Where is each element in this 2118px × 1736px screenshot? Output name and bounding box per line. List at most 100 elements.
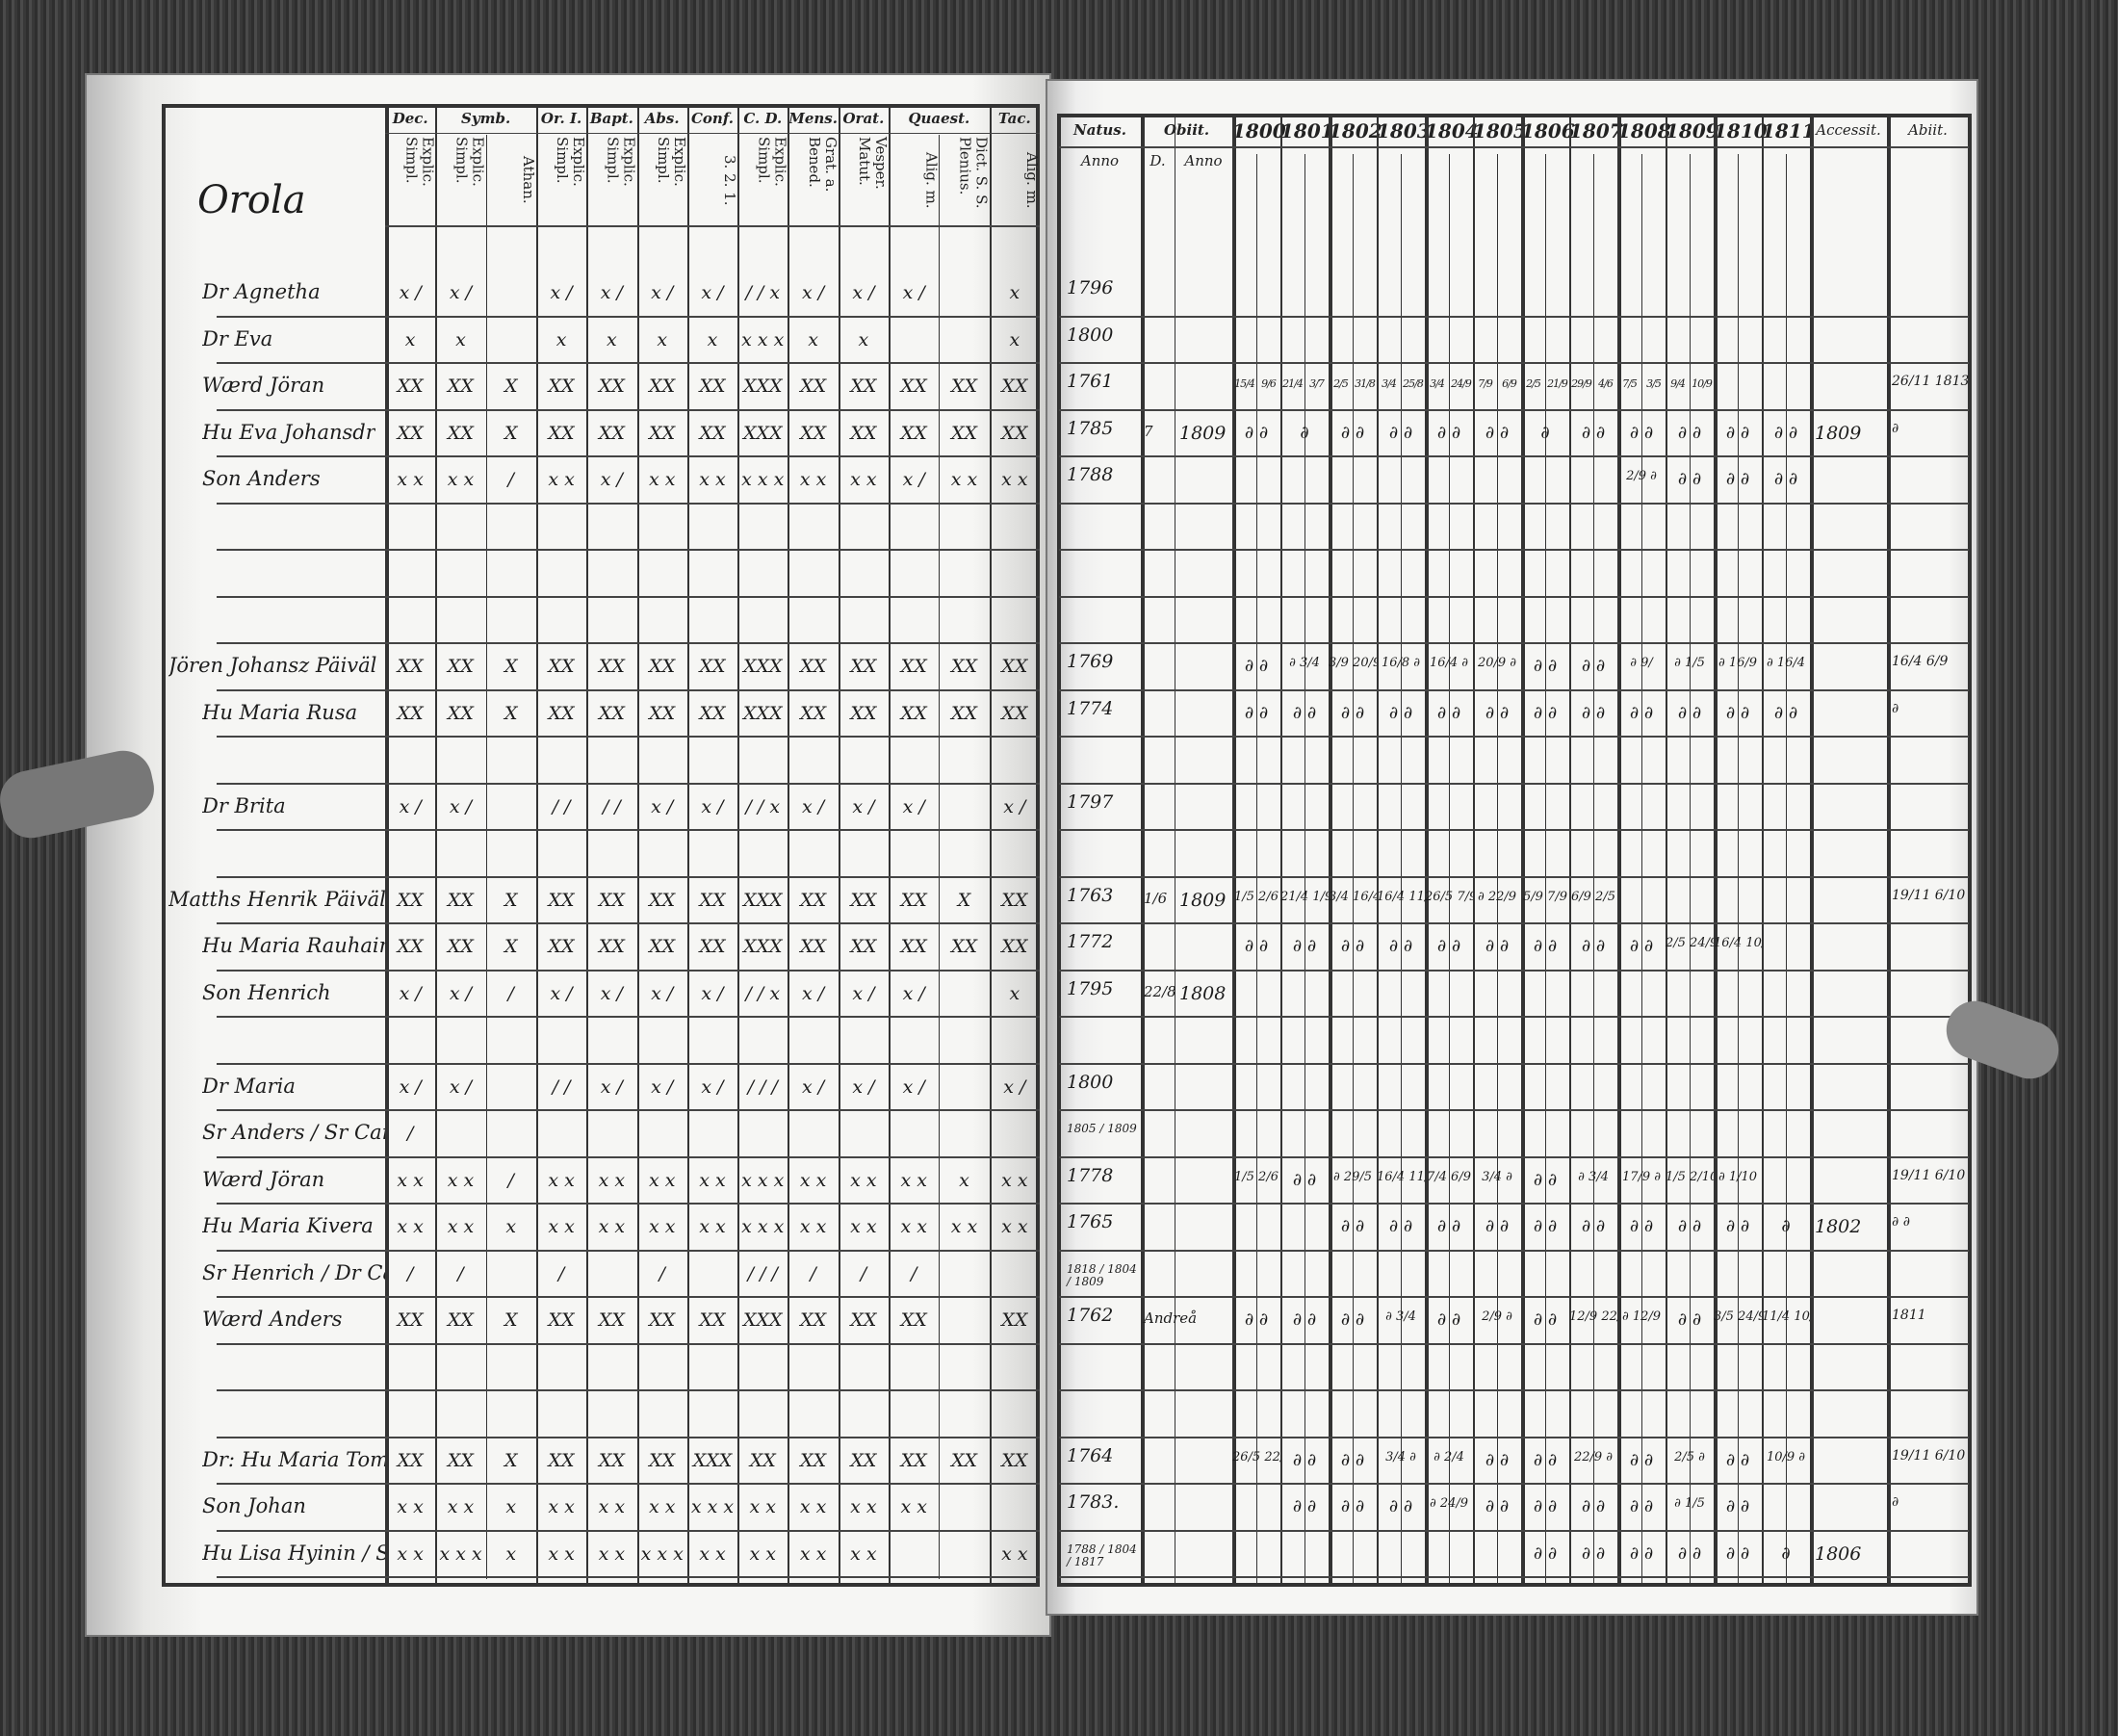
year-header: 1803 xyxy=(1377,119,1431,143)
yearly-exam-mark: ∂ ∂ xyxy=(1533,702,1558,723)
catechism-mark: x x xyxy=(799,1542,827,1565)
row-rule xyxy=(217,1203,1040,1205)
column-subheader: Vesper. Matut. xyxy=(856,137,891,190)
catechism-mark: x x xyxy=(648,1169,676,1191)
catechism-mark: x x xyxy=(548,1496,575,1517)
catechism-mark: XXX xyxy=(742,702,783,724)
catechism-mark: x / xyxy=(902,982,925,1004)
catechism-mark: XX xyxy=(950,422,978,444)
yearly-exam-mark: ∂ ∂ xyxy=(1677,1216,1702,1236)
catechism-mark: XX xyxy=(649,422,676,444)
abiit-entry: ∂ ∂ xyxy=(1892,1214,1910,1230)
birth-year: 1763 xyxy=(1067,884,1114,906)
column-group-header: C. D. xyxy=(743,110,783,127)
catechism-mark: XX xyxy=(447,889,474,911)
year-header: 1809 xyxy=(1666,119,1719,143)
catechism-mark: XXX xyxy=(742,936,783,957)
death-year: 1809 xyxy=(1179,422,1227,444)
catechism-mark: XX xyxy=(900,889,927,911)
abiit-entry: ∂ xyxy=(1892,1494,1899,1510)
year-column-divider xyxy=(1617,117,1621,1585)
yearly-exam-mark: 12/9 22/9 xyxy=(1569,1309,1617,1324)
yearly-exam-mark: ∂ ∂ xyxy=(1629,422,1654,443)
yearly-exam-mark: ∂ ∂ xyxy=(1244,1309,1269,1330)
header-divider xyxy=(1059,146,1969,148)
year-subcolumn-divider xyxy=(1545,154,1546,1585)
catechism-mark: x xyxy=(607,328,617,350)
catechism-mark: / / / xyxy=(747,1075,778,1098)
person-name: Wærd Jöran xyxy=(202,1167,325,1191)
death-day: 22/8 xyxy=(1144,982,1176,1000)
catechism-mark: XX xyxy=(699,656,726,677)
column-divider xyxy=(535,108,538,1583)
year-header: 1807 xyxy=(1569,119,1623,143)
catechism-mark: x x xyxy=(749,1542,777,1565)
row-rule xyxy=(1059,1062,1969,1065)
yearly-exam-mark: 26/5 22/9 xyxy=(1232,1449,1280,1464)
catechism-mark: XX xyxy=(397,1309,424,1331)
catechism-mark: XX xyxy=(548,1449,575,1471)
yearly-exam-mark: ∂ ∂ xyxy=(1725,1216,1750,1236)
yearly-exam-mark: 3/4 ∂ xyxy=(1482,1169,1512,1184)
catechism-mark: x x xyxy=(447,1169,475,1191)
row-rule xyxy=(217,455,1040,457)
yearly-exam-mark: ∂ ∂ xyxy=(1436,702,1461,723)
yearly-exam-mark: ∂ ∂ xyxy=(1629,1496,1654,1516)
catechism-mark: x xyxy=(657,328,668,350)
yearly-exam-mark: 2/5 24/9 xyxy=(1666,936,1714,950)
catechism-mark: XX xyxy=(598,422,625,444)
catechism-mark: XX xyxy=(447,376,474,397)
row-rule xyxy=(1059,1203,1969,1205)
yearly-exam-mark: ∂ ∂ xyxy=(1581,1496,1606,1516)
catechism-mark: XX xyxy=(548,936,575,957)
catechism-mark: XX xyxy=(699,702,726,724)
catechism-mark: x / xyxy=(902,282,925,303)
catechism-mark: X xyxy=(504,936,518,957)
year-header: 1804 xyxy=(1425,119,1479,143)
year-subcolumn-divider xyxy=(1738,154,1739,1585)
row-rule xyxy=(1059,502,1969,505)
catechism-mark: x x xyxy=(598,1216,626,1237)
yearly-exam-mark: 3/5 xyxy=(1646,377,1662,390)
right-register-table xyxy=(1057,114,1972,1587)
yearly-exam-mark: 2/9 ∂ xyxy=(1482,1309,1512,1324)
catechism-mark: x xyxy=(555,328,567,350)
yearly-exam-mark: ∂ ∂ xyxy=(1485,702,1510,723)
yearly-exam-mark: ∂ ∂ xyxy=(1629,702,1654,723)
catechism-mark: x / xyxy=(600,1075,623,1098)
catechism-mark: XX xyxy=(699,936,726,957)
catechism-mark: x x x xyxy=(741,1169,785,1191)
yearly-exam-mark: 5/9 7/9 xyxy=(1523,889,1567,904)
year-header: 1805 xyxy=(1473,119,1527,143)
year-subcolumn-divider xyxy=(1786,154,1787,1585)
catechism-mark: XXX xyxy=(742,889,783,911)
catechism-mark: X xyxy=(504,1309,518,1331)
catechism-mark: x x xyxy=(699,1216,726,1237)
yearly-exam-mark: ∂ ∂ xyxy=(1340,422,1365,443)
catechism-mark: x x xyxy=(900,1496,927,1517)
column-subheader: Explic. Simpl. xyxy=(452,137,487,187)
column-group-header: Mens. xyxy=(788,110,838,127)
catechism-mark: / xyxy=(860,1262,867,1284)
yearly-exam-mark: 3/4 16/4 xyxy=(1329,889,1377,904)
catechism-mark: XX xyxy=(850,702,877,724)
catechism-mark: x x xyxy=(548,1169,575,1191)
yearly-exam-mark: ∂ 1/5 xyxy=(1674,1496,1705,1511)
yearly-exam-mark: ∂ ∂ xyxy=(1244,422,1269,443)
yearly-exam-mark: ∂ ∂ xyxy=(1581,1216,1606,1236)
catechism-mark: X xyxy=(504,889,518,911)
yearly-exam-mark: 31/8 xyxy=(1355,377,1376,390)
yearly-exam-mark: 9/6 xyxy=(1261,377,1277,390)
column-group-header: Abs. xyxy=(644,110,680,127)
yearly-exam-mark: ∂ ∂ xyxy=(1485,1449,1510,1470)
yearly-exam-mark: 22/9 ∂ xyxy=(1573,1449,1614,1464)
row-rule xyxy=(217,1436,1040,1438)
catechism-mark: x x xyxy=(1001,1169,1028,1191)
person-name: Sr Henrich / Dr Carin / Dr Maria xyxy=(202,1260,385,1284)
yearly-exam-mark: ∂ ∂ xyxy=(1581,1542,1606,1564)
yearly-exam-mark: ∂ xyxy=(1781,1542,1791,1564)
catechism-mark: XX xyxy=(548,889,575,911)
catechism-mark: x / xyxy=(651,1075,674,1098)
column-group-header: Symb. xyxy=(461,110,511,127)
accessit-year: 1806 xyxy=(1815,1542,1862,1565)
